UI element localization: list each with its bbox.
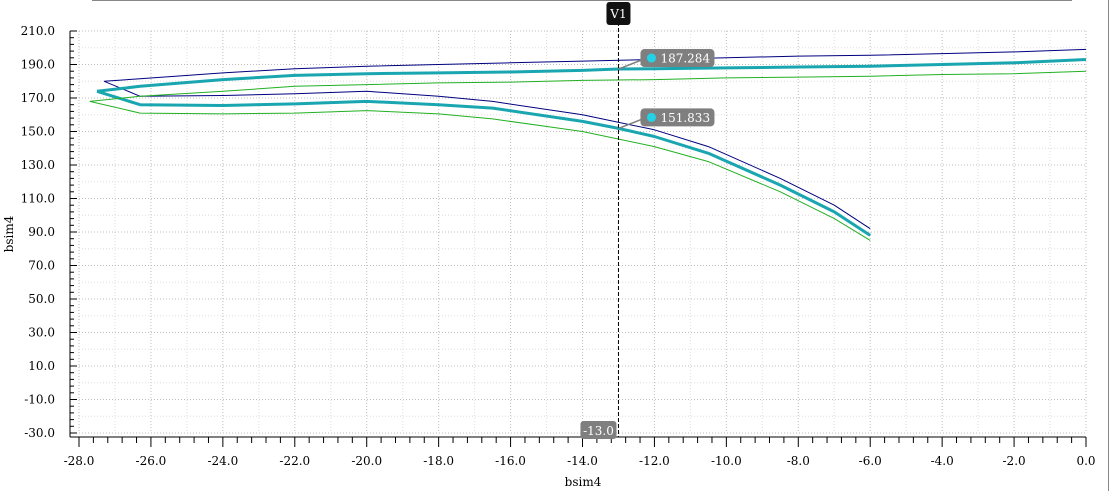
y-tick-label: 50.0 (28, 292, 55, 306)
x-tick-label: -18.0 (423, 454, 454, 468)
readout-dot (646, 112, 656, 122)
y-tick-label: 70.0 (28, 259, 55, 273)
x-tick-label: 0.0 (1076, 454, 1095, 468)
x-tick-label: -20.0 (351, 454, 382, 468)
x-tick-label: -6.0 (859, 454, 882, 468)
readout-value-2: 151.833 (660, 111, 710, 125)
readout-box (640, 49, 715, 68)
y-tick-label: 170.0 (21, 91, 55, 105)
x-tick-label: -12.0 (639, 454, 670, 468)
readout-dot (646, 53, 656, 63)
marker-x-readout: -13.0 (583, 424, 614, 438)
axes: -28.0 -26.0 -24.0 -22.0 -20.0 -18.0 -16.0 -14.0… (21, 24, 1096, 468)
series-line-3[interactable] (96, 58, 1087, 93)
y-tick-label: 90.0 (28, 225, 55, 239)
y-tick-label: -10.0 (24, 393, 55, 407)
series-line-4[interactable] (96, 89, 872, 237)
y-tick-label: 30.0 (28, 326, 55, 340)
x-tick-label: -16.0 (495, 454, 526, 468)
series-line-1[interactable] (104, 48, 1087, 82)
y-tick-label: 210.0 (21, 24, 55, 38)
x-tick-label: -14.0 (567, 454, 598, 468)
x-tick-label: -10.0 (711, 454, 742, 468)
y-tick-label: 10.0 (28, 359, 55, 373)
x-tick-label: -8.0 (787, 454, 810, 468)
marker-overlay: V1 -13.0 187.284 151.833 (580, 2, 715, 439)
x-tick-label: -26.0 (136, 454, 167, 468)
x-tick-label: -2.0 (1003, 454, 1026, 468)
y-tick-label: -30.0 (24, 426, 55, 440)
series-line-5[interactable] (89, 70, 1087, 102)
readout-box (640, 108, 715, 127)
readout-value-1: 187.284 (660, 52, 710, 66)
marker-tag-label: V1 (609, 7, 626, 21)
marker-tag-box[interactable] (606, 2, 631, 25)
y-tick-label: 130.0 (21, 158, 55, 172)
y-tick-label: 190.0 (21, 58, 55, 72)
y-axis-label: bsim4 (2, 215, 16, 252)
x-tick-label: -22.0 (279, 454, 310, 468)
y-tick-label: 150.0 (21, 125, 55, 139)
x-tick-label: -4.0 (931, 454, 954, 468)
series-line-6[interactable] (89, 100, 871, 241)
x-axis-label: bsim4 (565, 475, 602, 489)
y-tick-label: 110.0 (21, 192, 55, 206)
series-group (89, 48, 1087, 241)
marker-x-readout-box (580, 421, 617, 439)
x-tick-label: -28.0 (64, 454, 95, 468)
series-line-2[interactable] (104, 80, 871, 230)
x-tick-label: -24.0 (207, 454, 238, 468)
